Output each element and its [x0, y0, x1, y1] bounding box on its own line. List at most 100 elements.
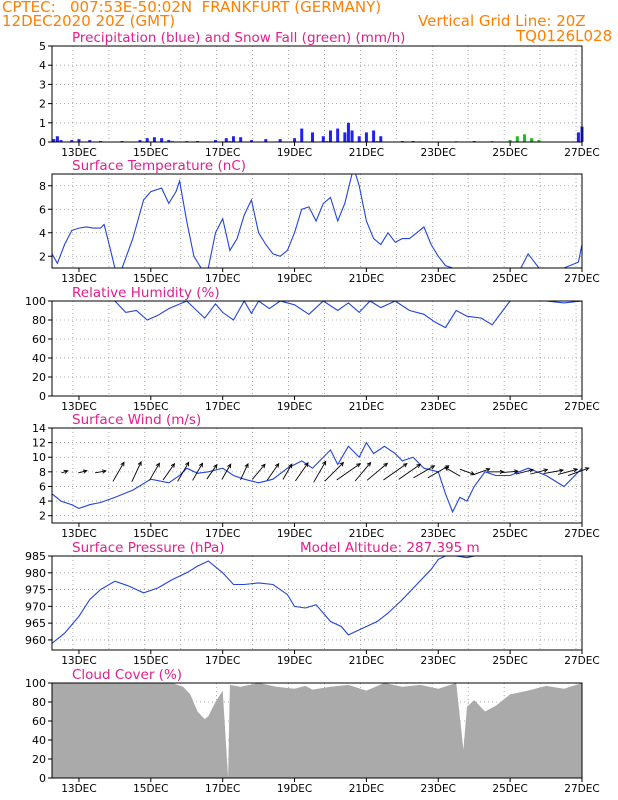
- cloud-x-tick-label: 15DEC: [133, 783, 168, 795]
- precip-bar: [372, 130, 376, 142]
- precip-x-tick-label: 27DEC: [564, 147, 599, 159]
- wind-vector-head: [274, 462, 280, 468]
- rh-frame: [51, 300, 583, 397]
- precip-panel: 0 1 2 3 4 5 13DEC 15DEC 17DEC 19DEC 21DEC 23DEC 25DE…: [39, 30, 600, 159]
- wind-vector: [472, 468, 490, 476]
- precip-y-tick-label: 4: [39, 59, 46, 72]
- wind-x-tick-label: 27DEC: [564, 528, 599, 540]
- rh-x-tick-label: 17DEC: [205, 401, 240, 413]
- precip-x-tick-label: 25DEC: [492, 147, 527, 159]
- rh-y-tick-label: 40: [32, 352, 46, 365]
- wind-vector: [206, 464, 218, 480]
- wind-vector: [459, 468, 475, 475]
- temp-y-tick-label: 6: [39, 203, 46, 216]
- temp-y-tick-label: 8: [39, 180, 46, 193]
- wind-vector-head: [198, 462, 204, 468]
- pres-x-tick-label: 27DEC: [564, 655, 599, 667]
- wind-vector: [251, 463, 266, 480]
- precip-bar: [231, 136, 235, 142]
- rh-x-tick-label: 23DEC: [421, 401, 456, 413]
- cloud-cover-area: [52, 683, 582, 778]
- rh-x-tick-label: 25DEC: [492, 401, 527, 413]
- wind-frame: [51, 427, 583, 524]
- pres-y-tick-label: 980: [25, 567, 46, 580]
- precip-bar: [311, 132, 315, 142]
- wind-vector: [78, 470, 87, 474]
- wind-vector: [398, 463, 421, 480]
- pres-annotation: Model Altitude: 287.395 m: [300, 540, 480, 556]
- wind-y-tick-label: 8: [39, 466, 46, 479]
- wind-y-tick-label: 12: [32, 437, 46, 450]
- precip-bar: [508, 140, 512, 142]
- wind-vector-head: [244, 462, 249, 468]
- precip-bar: [88, 140, 92, 142]
- model-id-label: TQ0126L028: [516, 27, 613, 45]
- temp-x-tick-label: 19DEC: [277, 273, 312, 285]
- precip-bar: [350, 130, 354, 142]
- rh-y-tick-label: 0: [39, 390, 46, 403]
- pres-x-tick-label: 17DEC: [205, 655, 240, 667]
- cloud-x-tick-label: 19DEC: [277, 783, 312, 795]
- pres-x-tick-label: 25DEC: [492, 655, 527, 667]
- cloud-x-tick-label: 17DEC: [205, 783, 240, 795]
- wind-vector: [61, 470, 68, 474]
- cloud-x-tick-label: 23DEC: [421, 783, 456, 795]
- pres-x-tick-label: 15DEC: [133, 655, 168, 667]
- grid-line-label: Vertical Grid Line: 20Z: [418, 12, 586, 30]
- temp-series-line: [51, 173, 583, 269]
- wind-vector: [295, 462, 309, 482]
- wind-vector: [95, 470, 107, 474]
- precip-x-tick-label: 17DEC: [205, 147, 240, 159]
- precip-y-tick-label: 0: [39, 136, 46, 149]
- rh-series-line: [52, 299, 583, 329]
- precip-bar: [152, 137, 156, 142]
- wind-vector: [557, 468, 578, 475]
- rh-x-tick-label: 21DEC: [349, 401, 384, 413]
- wind-vector-head: [227, 463, 232, 469]
- precip-bar: [52, 139, 56, 142]
- precip-x-tick-label: 21DEC: [349, 147, 384, 159]
- wind-y-tick-label: 10: [32, 451, 46, 464]
- wind-vector: [502, 470, 518, 473]
- wind-vector-head: [529, 468, 534, 473]
- precip-bar: [249, 140, 253, 142]
- wind-vector: [313, 461, 327, 483]
- rh-title: Relative Humidity (%): [72, 285, 220, 301]
- pres-title: Surface Pressure (hPa): [72, 540, 225, 556]
- wind-vector-head: [356, 462, 362, 468]
- pres-panel: 960 965 970 975 980 985 13DEC 15DEC 17DEC 19DEC 21…: [25, 540, 600, 667]
- precip-bar: [70, 140, 74, 142]
- wind-x-tick-label: 13DEC: [61, 528, 96, 540]
- cloud-y-tick-label: 80: [32, 696, 46, 709]
- precip-bar: [138, 140, 142, 142]
- cloud-x-tick-label: 27DEC: [564, 783, 599, 795]
- precip-bar: [213, 140, 217, 142]
- wind-vector-head: [543, 468, 549, 473]
- cloud-y-tick-label: 20: [32, 753, 46, 766]
- temp-x-tick-label: 23DEC: [421, 273, 456, 285]
- temp-x-tick-label: 15DEC: [133, 273, 168, 285]
- wind-vector-head: [444, 466, 450, 472]
- wind-vector-head: [485, 467, 491, 473]
- wind-x-tick-label: 21DEC: [349, 528, 384, 540]
- temp-x-tick-label: 27DEC: [564, 273, 599, 285]
- precip-frame: [51, 45, 583, 143]
- wind-vector: [162, 463, 175, 481]
- wind-vector-head: [416, 463, 422, 469]
- wind-vector-head: [402, 462, 408, 468]
- wind-y-tick-label: 14: [32, 422, 46, 435]
- pres-series-line: [51, 555, 475, 644]
- rh-y-tick-label: 20: [32, 371, 46, 384]
- wind-x-tick-label: 19DEC: [277, 528, 312, 540]
- precip-bar: [523, 134, 527, 142]
- wind-vector: [324, 462, 344, 482]
- precip-title: Precipitation (blue) and Snow Fall (gree…: [72, 30, 405, 46]
- precip-y-tick-label: 3: [39, 78, 46, 91]
- cloud-frame: [51, 682, 583, 779]
- wind-vector-head: [261, 463, 266, 469]
- cloud-panel: 0 20 40 60 80 100 13DEC 15DEC 17DEC 19DEC 21DEC 23D…: [25, 667, 600, 795]
- wind-vector-head: [430, 465, 436, 470]
- precip-bar: [145, 138, 149, 142]
